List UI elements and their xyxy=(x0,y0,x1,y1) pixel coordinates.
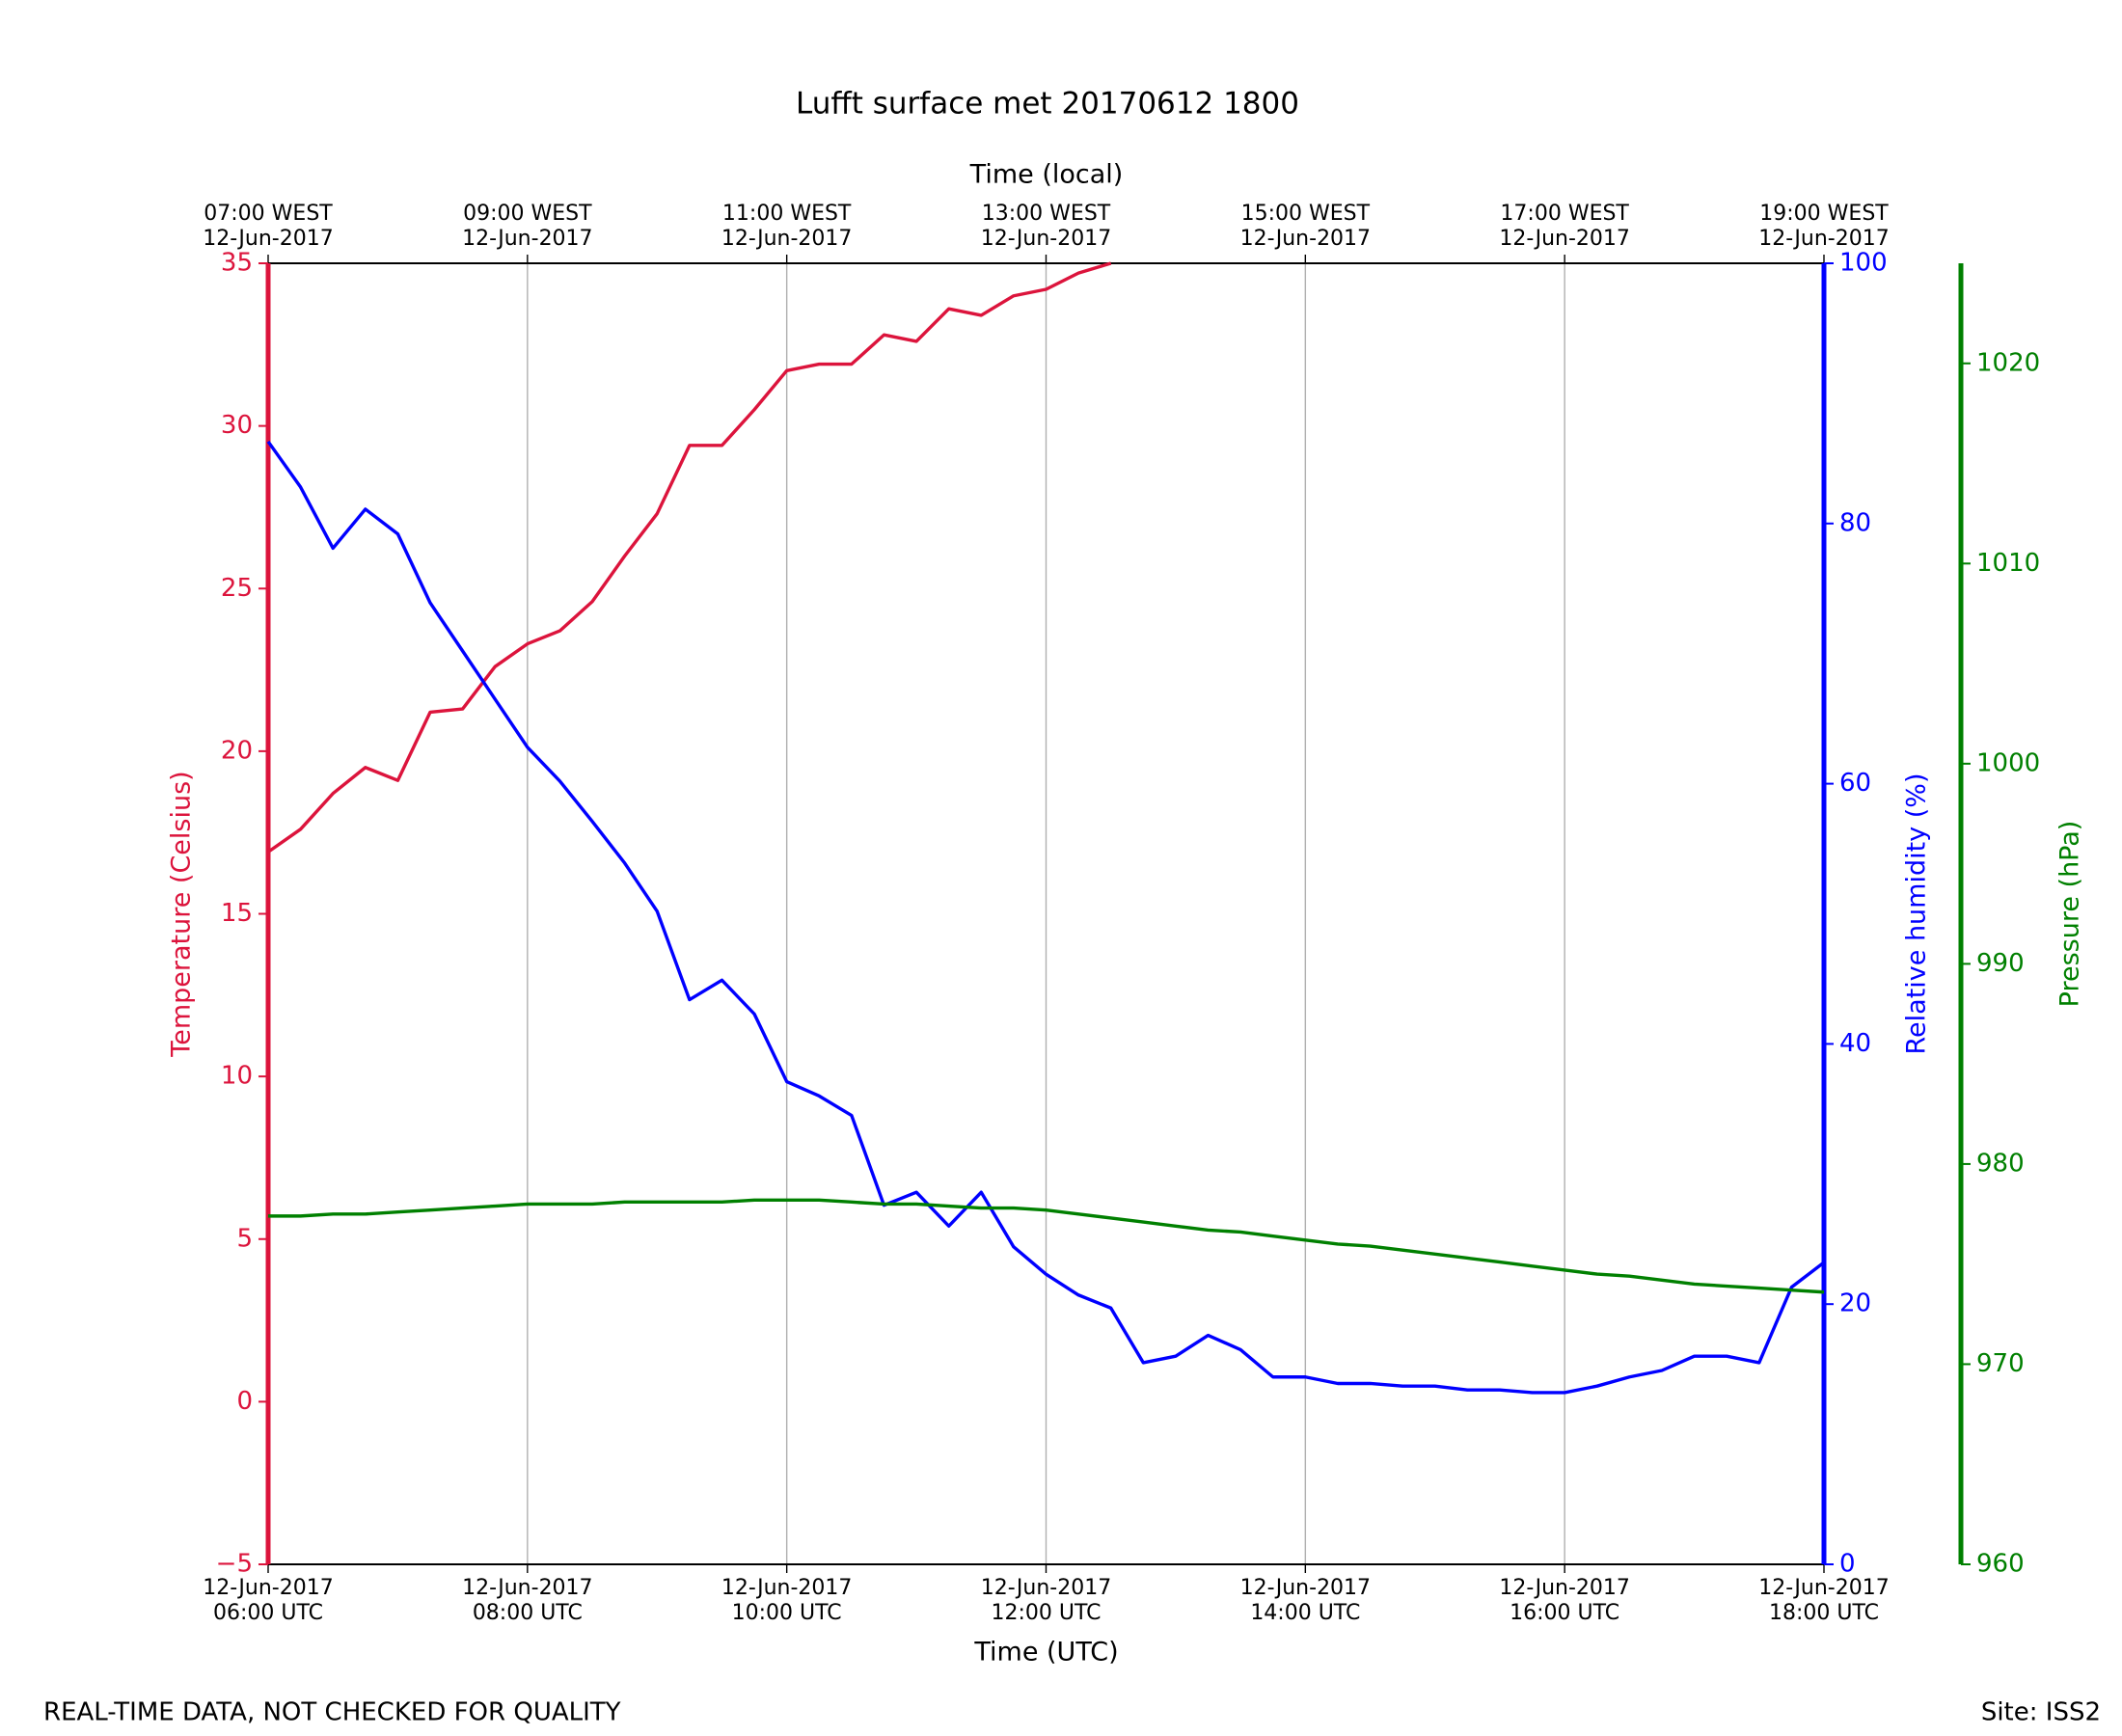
y2-axis-tick-label: 40 xyxy=(1839,1029,1871,1058)
y-axis-label: Temperature (Celsius) xyxy=(167,771,197,1057)
x-tick-label: 07:00 WEST 12-Jun-2017 xyxy=(203,202,334,251)
y2-axis-label: Relative humidity (%) xyxy=(1902,773,1932,1054)
y-axis-tick-label: 5 xyxy=(236,1224,253,1253)
y-axis-tick-label: 20 xyxy=(221,736,253,765)
y-axis-tick-label: 15 xyxy=(221,899,253,928)
x-tick-label: 09:00 WEST 12-Jun-2017 xyxy=(462,202,593,251)
x-tick-label: 19:00 WEST 12-Jun-2017 xyxy=(1758,202,1890,251)
y3-axis-tick-label: 990 xyxy=(1976,949,2025,978)
y2-axis-tick-label: 60 xyxy=(1839,769,1871,798)
y2-axis-tick-label: 20 xyxy=(1839,1289,1871,1318)
x-tick-label: 12-Jun-2017 18:00 UTC xyxy=(1758,1576,1890,1625)
x-tick-label: 12-Jun-2017 16:00 UTC xyxy=(1499,1576,1630,1625)
x-axis-label: Time (UTC) xyxy=(973,1638,1118,1668)
y2-axis-tick-label: 80 xyxy=(1839,508,1871,537)
site-label: Site: ISS2 xyxy=(1981,1698,2101,1727)
x-tick-label: 12-Jun-2017 14:00 UTC xyxy=(1239,1576,1372,1625)
y-axis-tick-label: 25 xyxy=(221,574,253,603)
chart-title: Lufft surface met 20170612 1800 xyxy=(796,87,1299,122)
x-tick-label: 12-Jun-2017 08:00 UTC xyxy=(462,1576,593,1625)
y-axis-tick-label: 10 xyxy=(221,1062,253,1091)
y3-axis-tick-label: 1000 xyxy=(1976,748,2040,777)
y3-axis-tick-label: 970 xyxy=(1976,1349,2025,1378)
footer-note: REAL-TIME DATA, NOT CHECKED FOR QUALITY xyxy=(43,1698,621,1727)
series-line xyxy=(267,261,1112,854)
y3-axis-tick-label: 1010 xyxy=(1976,549,2040,578)
x-tick-label: 12-Jun-2017 06:00 UTC xyxy=(203,1576,334,1625)
x-tick-label: 12-Jun-2017 12:00 UTC xyxy=(980,1576,1112,1625)
x2-axis-label: Time (local) xyxy=(969,160,1124,190)
y3-axis-tick-label: 980 xyxy=(1976,1149,2025,1178)
y-axis-tick-label: 35 xyxy=(221,249,253,278)
y3-axis-label: Pressure (hPa) xyxy=(2055,821,2085,1008)
x-tick-label: 11:00 WEST 12-Jun-2017 xyxy=(721,202,853,251)
x-tick-label: 13:00 WEST 12-Jun-2017 xyxy=(980,202,1112,251)
y2-axis-tick-label: 0 xyxy=(1839,1550,1856,1579)
y-axis-tick-label: 0 xyxy=(236,1387,253,1416)
x-tick-label: 12-Jun-2017 10:00 UTC xyxy=(721,1576,853,1625)
series-line xyxy=(266,440,1826,1395)
y3-axis-tick-label: 1020 xyxy=(1976,348,2040,377)
y-axis-tick-label: 30 xyxy=(221,411,253,440)
y3-axis-tick-label: 960 xyxy=(1976,1550,2025,1579)
y-axis-tick-label: −5 xyxy=(216,1550,253,1579)
x-tick-label: 15:00 WEST 12-Jun-2017 xyxy=(1239,202,1372,251)
y2-axis-tick-label: 100 xyxy=(1839,249,1888,278)
x-tick-label: 17:00 WEST 12-Jun-2017 xyxy=(1499,202,1630,251)
series-line xyxy=(268,1198,1825,1294)
